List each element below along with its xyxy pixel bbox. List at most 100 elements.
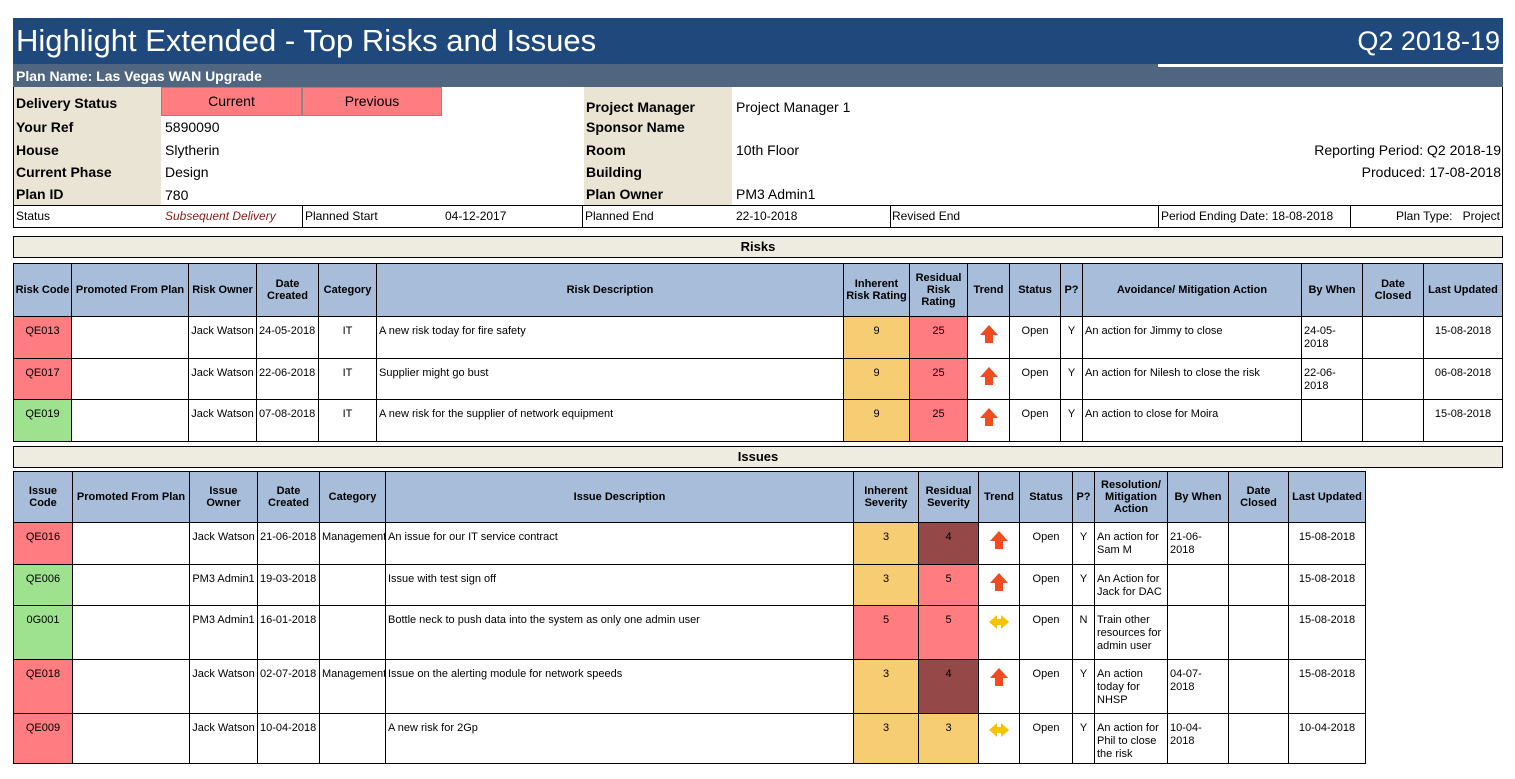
risks-cell-promoted: [71, 358, 189, 400]
risks-cell-status: Open: [1009, 358, 1061, 400]
issues-header-cell: Date Created: [257, 471, 320, 523]
risks-cell-p: Y: [1060, 358, 1083, 400]
issues-header-row: Issue Code Promoted From Plan Issue Owner D…: [13, 471, 1366, 523]
produced-date: Produced: 17-08-2018: [1361, 164, 1501, 180]
risks-cell-closed: [1362, 399, 1424, 442]
issues-cell-residual: 4: [918, 659, 979, 714]
risks-cell-closed: [1362, 358, 1424, 400]
risks-cell-residual: 25: [909, 358, 968, 400]
risks-header-cell: Risk Code: [13, 263, 72, 317]
issues-cell-trend: [978, 659, 1020, 714]
plan-bar-gap: [1158, 64, 1503, 67]
plan-name: Plan Name: Las Vegas WAN Upgrade: [16, 68, 262, 84]
issues-cell-promoted: [72, 564, 190, 606]
phase-value: Design: [165, 164, 209, 180]
issues-cell-category: [319, 713, 386, 764]
issues-cell-updated: 15-08-2018: [1288, 522, 1366, 565]
issues-cell-by-when: [1167, 564, 1229, 606]
revised-end-label: Revised End: [892, 209, 961, 223]
issues-cell-created: 16-01-2018: [257, 605, 320, 660]
risks-header-cell: Date Closed: [1362, 263, 1424, 317]
issues-cell-promoted: [72, 605, 190, 660]
issues-cell-trend: [978, 564, 1020, 606]
issues-header-cell: Category: [319, 471, 386, 523]
status-separator: [302, 206, 303, 227]
table-row: QE009 Jack Watson 10-04-2018 A new risk for…: [13, 713, 1366, 764]
trend-up-arrow-icon: [979, 325, 998, 343]
issues-cell-category: Management: [319, 522, 386, 565]
issues-header-cell: Resolution/ Mitigation Action: [1094, 471, 1168, 523]
risks-cell-category: IT: [318, 316, 377, 359]
reporting-period: Reporting Period: Q2 2018-19: [1314, 142, 1501, 158]
risks-header-cell: P?: [1060, 263, 1083, 317]
report-title-bar: Highlight Extended - Top Risks and Issue…: [13, 18, 1503, 64]
risks-cell-inherent: 9: [843, 399, 910, 442]
risks-cell-inherent: 9: [843, 358, 910, 400]
risks-cell-promoted: [71, 399, 189, 442]
issues-cell-status: Open: [1019, 522, 1073, 565]
risks-cell-by-when: 24-05-2018: [1301, 316, 1363, 359]
plan-type-value: Project: [1462, 209, 1500, 223]
issues-cell-created: 19-03-2018: [257, 564, 320, 606]
issues-cell-trend: [978, 605, 1020, 660]
issues-cell-owner: Jack Watson: [189, 659, 258, 714]
issues-cell-action: An action for Phil to close the risk: [1094, 713, 1168, 764]
issues-cell-owner: PM3 Admin1: [189, 605, 258, 660]
issues-cell-p: N: [1072, 605, 1095, 660]
risks-header-cell: Category: [318, 263, 377, 317]
table-row: QE006 PM3 Admin1 19-03-2018 Issue with test…: [13, 564, 1366, 606]
issues-table-body: QE016 Jack Watson 21-06-2018 Management An i…: [13, 522, 1366, 764]
risks-cell-action: An action for Nilesh to close the risk: [1082, 358, 1302, 400]
risks-section-header: Risks: [13, 236, 1503, 258]
issues-cell-closed: [1228, 605, 1289, 660]
risks-cell-trend: [967, 399, 1010, 442]
risks-header-cell: Promoted From Plan: [71, 263, 189, 317]
risks-header-cell: By When: [1301, 263, 1363, 317]
issues-cell-category: [319, 605, 386, 660]
issues-cell-residual: 5: [918, 605, 979, 660]
issues-cell-desc: An issue for our IT service contract: [385, 522, 854, 565]
plan-name-bar: Plan Name: Las Vegas WAN Upgrade: [13, 64, 1503, 87]
issues-cell-desc: A new risk for 2Gp: [385, 713, 854, 764]
issues-cell-action: Train other resources for admin user: [1094, 605, 1168, 660]
issues-cell-status: Open: [1019, 564, 1073, 606]
status-separator: [1350, 206, 1351, 227]
status-label: Status: [16, 209, 51, 223]
issues-cell-status: Open: [1019, 605, 1073, 660]
risks-cell-created: 07-08-2018: [256, 399, 319, 442]
issues-cell-code: QE006: [13, 564, 73, 606]
risks-cell-p: Y: [1060, 316, 1083, 359]
trend-up-arrow-icon: [990, 531, 1008, 549]
issues-cell-closed: [1228, 713, 1289, 764]
issues-cell-closed: [1228, 564, 1289, 606]
risks-header-cell: Inherent Risk Rating: [843, 263, 910, 317]
risks-cell-code: QE013: [13, 316, 72, 359]
issues-cell-owner: Jack Watson: [189, 522, 258, 565]
trend-steady-arrow-icon: [989, 723, 1009, 737]
issues-cell-by-when: 04-07-2018: [1167, 659, 1229, 714]
status-separator: [582, 206, 583, 227]
issues-cell-updated: 15-08-2018: [1288, 659, 1366, 714]
risks-cell-created: 24-05-2018: [256, 316, 319, 359]
risks-cell-residual: 25: [909, 316, 968, 359]
issues-header-cell: Last Updated: [1288, 471, 1366, 523]
issues-table: Issue Code Promoted From Plan Issue Owner D…: [13, 471, 1366, 764]
issues-header-cell: Issue Description: [385, 471, 854, 523]
middle-label-column: [584, 87, 732, 205]
issues-cell-created: 10-04-2018: [257, 713, 320, 764]
risks-cell-closed: [1362, 316, 1424, 359]
issues-cell-created: 02-07-2018: [257, 659, 320, 714]
your-ref-label: Your Ref: [16, 119, 74, 135]
issues-cell-residual: 4: [918, 522, 979, 565]
your-ref-value: 5890090: [165, 119, 220, 135]
period-ending-date: Period Ending Date: 18-08-2018: [1161, 209, 1334, 223]
issues-cell-residual: 5: [918, 564, 979, 606]
issues-cell-inherent: 3: [853, 522, 919, 565]
issues-cell-by-when: 10-04-2018: [1167, 713, 1229, 764]
risks-header-cell: Status: [1009, 263, 1061, 317]
risks-header-cell: Risk Owner: [188, 263, 257, 317]
risks-cell-updated: 06-08-2018: [1423, 358, 1503, 400]
risks-cell-by-when: 22-06-2018: [1301, 358, 1363, 400]
risks-cell-action: An action for Jimmy to close: [1082, 316, 1302, 359]
risks-cell-updated: 15-08-2018: [1423, 316, 1503, 359]
